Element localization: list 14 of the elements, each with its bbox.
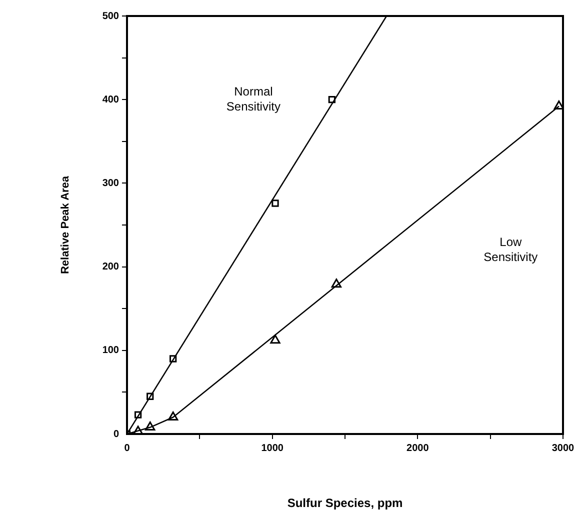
y-tick-label: 500 — [102, 10, 120, 22]
y-tick-label: 200 — [102, 262, 120, 273]
annotation: Normal Sensitivity — [226, 84, 280, 114]
x-tick-label: 3000 — [552, 442, 575, 454]
y-axis-title: Relative Peak Area — [60, 175, 72, 274]
y-tick-label: 400 — [102, 94, 120, 106]
x-tick-label: 1000 — [261, 442, 284, 454]
y-tick-label: 300 — [102, 178, 120, 189]
x-axis-title: Sulfur Species, ppm — [287, 496, 403, 510]
x-tick-label: 0 — [124, 442, 130, 454]
y-tick-label: 0 — [113, 428, 120, 440]
x-tick-label: 2000 — [406, 442, 430, 454]
annotation: Low Sensitivity — [484, 234, 538, 264]
y-tick-label: 100 — [102, 345, 120, 356]
